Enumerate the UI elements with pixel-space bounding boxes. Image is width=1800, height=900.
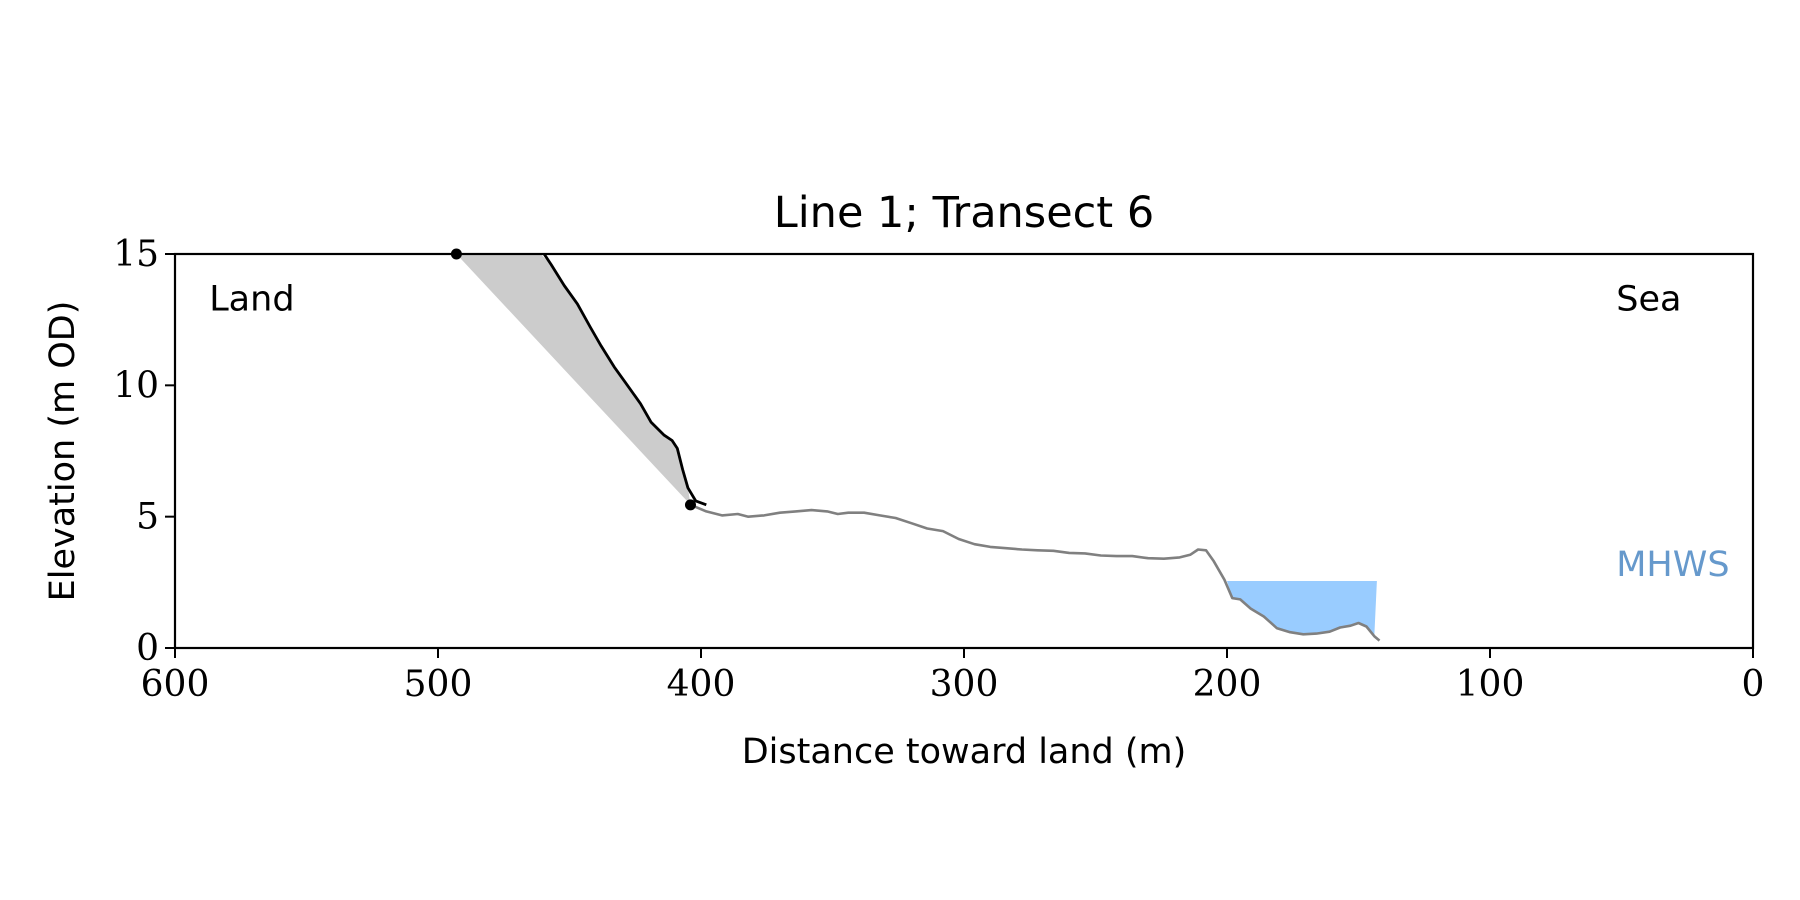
y-tick-label: 15 bbox=[113, 234, 159, 275]
x-tick-label: 300 bbox=[930, 664, 999, 705]
x-tick-label: 600 bbox=[141, 664, 210, 705]
x-tick-label: 0 bbox=[1742, 664, 1765, 705]
x-tick-label: 400 bbox=[667, 664, 736, 705]
water-fill bbox=[1227, 581, 1377, 637]
cliff-profile-line bbox=[542, 254, 707, 507]
chart-title: Line 1; Transect 6 bbox=[774, 188, 1154, 238]
ground-profile-line bbox=[689, 503, 1381, 642]
plot-content bbox=[456, 254, 1381, 642]
x-tick-label: 100 bbox=[1456, 664, 1525, 705]
ticks: 600 500 400 300 200 100 0 0 5 10 15 bbox=[113, 234, 1764, 705]
annotation-land: Land bbox=[209, 280, 294, 320]
annotations: Land Sea MHWS bbox=[209, 280, 1729, 585]
y-tick-label: 10 bbox=[113, 365, 159, 406]
x-tick-label: 500 bbox=[404, 664, 473, 705]
annotation-mhws: MHWS bbox=[1616, 545, 1729, 585]
cliff-toe-marker bbox=[684, 499, 696, 511]
annotation-sea: Sea bbox=[1616, 280, 1681, 320]
markers bbox=[450, 248, 696, 511]
y-axis-label: Elevation (m OD) bbox=[43, 301, 83, 602]
plot-frame bbox=[173, 252, 1755, 650]
cliff-top-marker bbox=[450, 248, 462, 260]
x-tick-label: 200 bbox=[1193, 664, 1262, 705]
shaded-wedge bbox=[456, 254, 691, 505]
x-axis-label: Distance toward land (m) bbox=[742, 732, 1187, 772]
y-tick-label: 5 bbox=[136, 497, 159, 538]
y-tick-label: 0 bbox=[136, 628, 159, 669]
